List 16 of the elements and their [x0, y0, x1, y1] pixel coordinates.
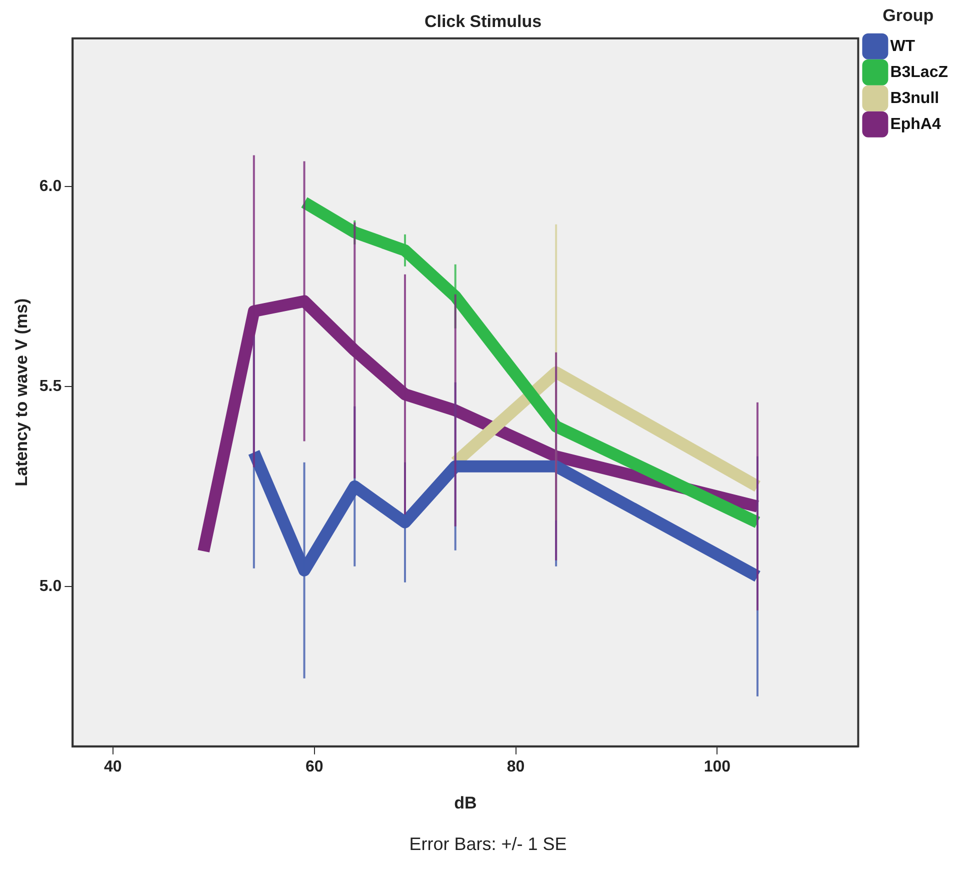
y-axis-title: Latency to wave V (ms): [12, 298, 31, 486]
legend-label: WT: [890, 38, 916, 55]
x-tick-label: 60: [305, 758, 324, 776]
legend-title: Group: [882, 6, 934, 26]
x-axis-title: dB: [454, 793, 477, 812]
x-tick-label: 80: [506, 758, 525, 776]
legend-label: B3null: [890, 90, 940, 107]
y-tick-label: 6.0: [39, 178, 62, 195]
text: Error Bars: +/- 1 SE: [408, 834, 568, 855]
y-tick-label: 5.0: [39, 578, 62, 595]
chart-title: Click Stimulus: [424, 12, 542, 31]
x-tick-label: 40: [104, 758, 122, 776]
y-tick-label: 5.5: [39, 378, 62, 395]
legend-label: B3LacZ: [890, 64, 948, 81]
x-tick-label: 100: [704, 758, 731, 776]
legend-label: EphA4: [890, 116, 941, 133]
